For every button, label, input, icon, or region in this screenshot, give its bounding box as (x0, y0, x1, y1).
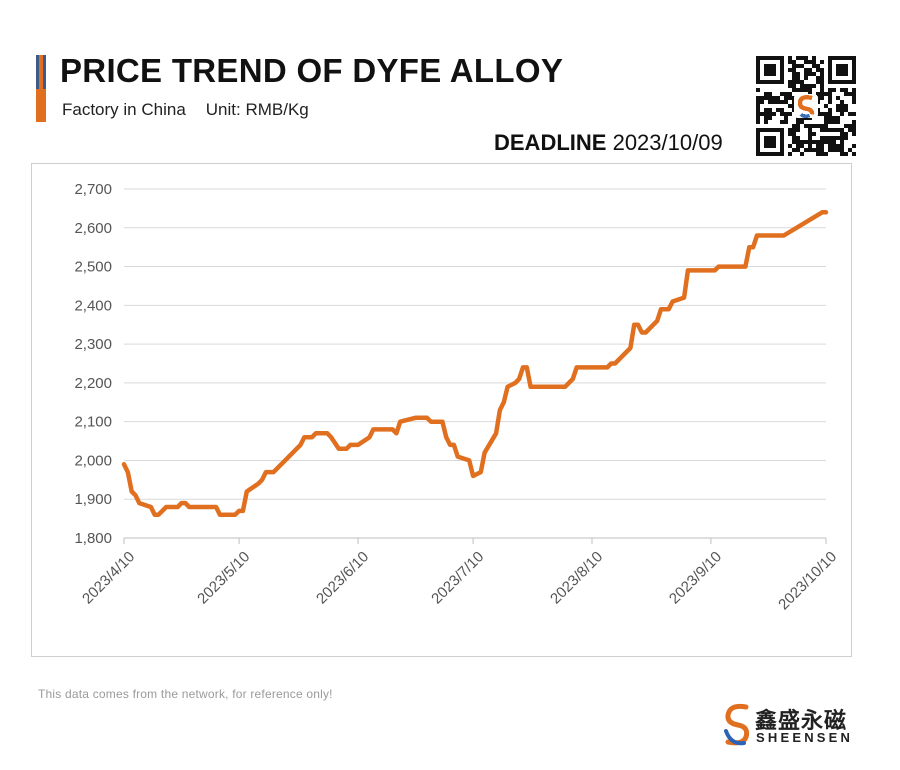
chart-title: PRICE TREND OF DYFE ALLOY (60, 52, 564, 89)
brand-name-en: SHEENSEN (756, 730, 854, 745)
chart-subtitle: Factory in China Unit: RMB/Kg (62, 100, 309, 120)
deadline-date: 2023/10/09 (612, 130, 723, 155)
subtitle-unit: Unit: RMB/Kg (205, 100, 309, 119)
y-tick-label: 2,200 (74, 375, 112, 392)
x-tick-label: 2023/5/10 (194, 548, 253, 607)
brand-name-cn: 鑫盛永磁 (755, 709, 848, 734)
subtitle-origin: Factory in China (62, 100, 186, 119)
footnote: This data comes from the network, for re… (38, 687, 333, 701)
y-tick-label: 2,000 (74, 452, 112, 469)
deadline-text: DEADLINE 2023/10/09 (494, 130, 723, 156)
x-tick-label: 2023/10/10 (775, 548, 840, 613)
y-tick-label: 2,300 (74, 336, 112, 353)
sheensen-logo-icon (724, 703, 750, 746)
x-tick-label: 2023/4/10 (79, 548, 138, 607)
y-tick-label: 2,500 (74, 259, 112, 276)
chart-frame (31, 163, 852, 657)
deadline-label: DEADLINE (494, 130, 607, 155)
accent-bar-center-stripe (39, 55, 43, 122)
y-tick-label: 2,400 (74, 297, 112, 314)
x-tick-label: 2023/9/10 (666, 548, 725, 607)
y-tick-label: 2,600 (74, 220, 112, 237)
y-tick-label: 1,800 (74, 530, 112, 547)
title-accent-bar (36, 55, 46, 122)
x-tick-label: 2023/6/10 (313, 548, 372, 607)
qr-code-icon[interactable] (756, 56, 856, 156)
y-tick-label: 2,100 (74, 414, 112, 431)
y-tick-label: 2,700 (74, 181, 112, 198)
x-tick-label: 2023/7/10 (428, 548, 487, 607)
y-tick-label: 1,900 (74, 491, 112, 508)
price-series-line (121, 210, 829, 517)
x-tick-label: 2023/8/10 (547, 548, 606, 607)
